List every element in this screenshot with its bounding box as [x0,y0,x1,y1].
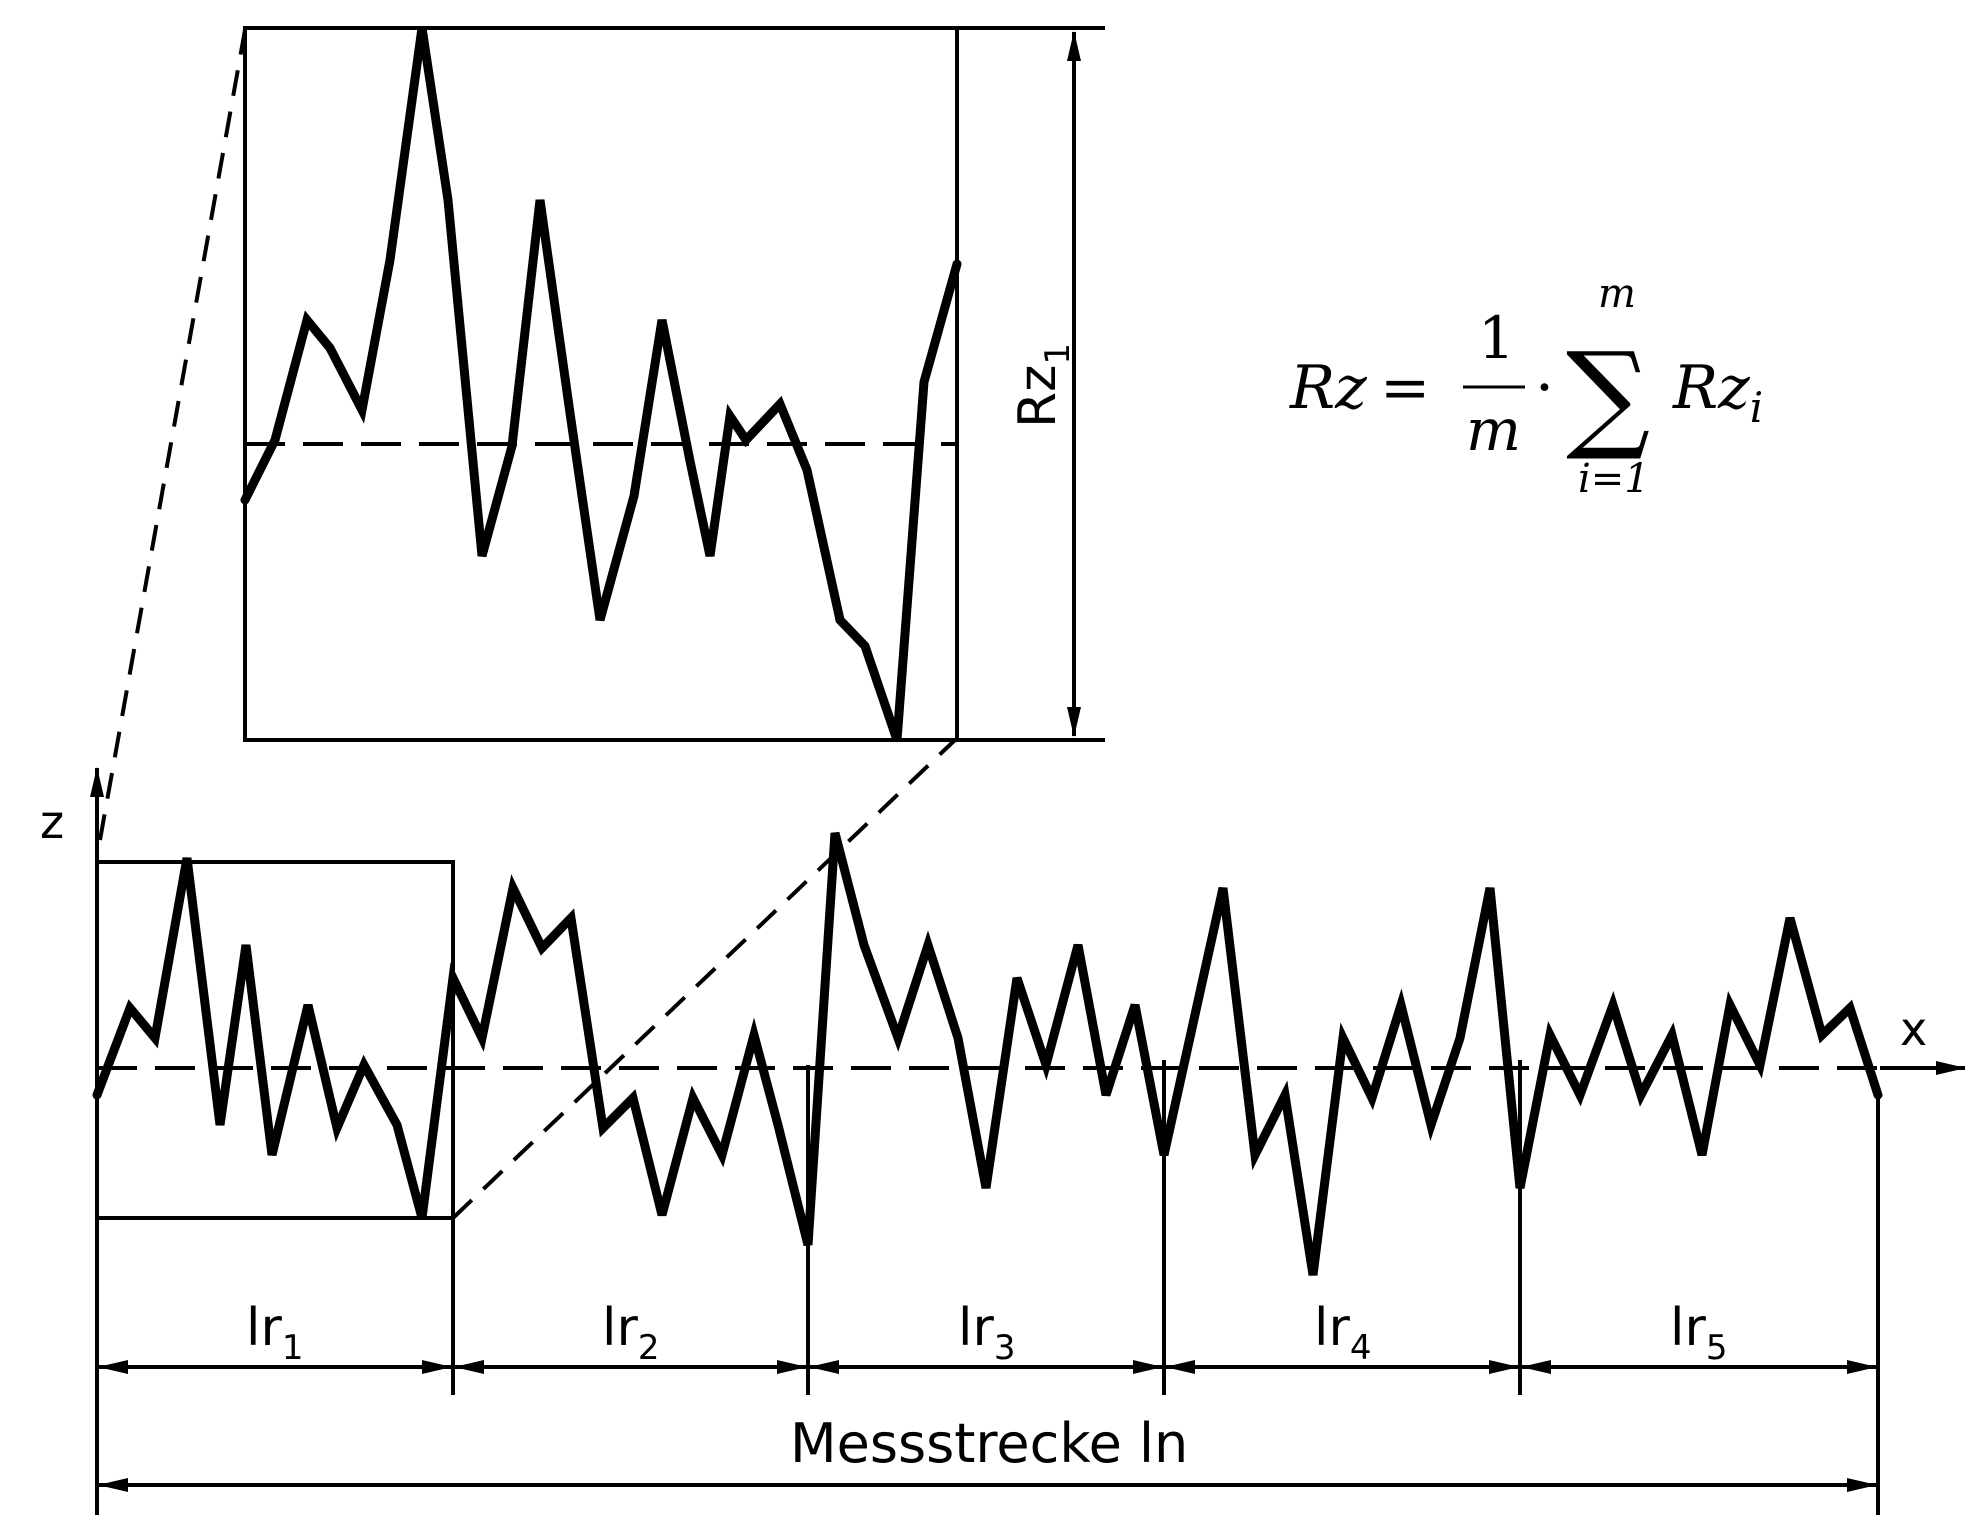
inset-box [243,26,959,742]
segment-label-5: lr5 [1670,1298,1727,1368]
formula-equals: = [1380,353,1430,423]
roughness-profile [92,831,1883,1276]
inset-profile [240,27,962,742]
connector-top [98,29,247,841]
sum-lower-limit: i=1 [1578,456,1650,502]
formula-dot: · [1535,353,1554,423]
sum-upper-limit: m [1598,271,1636,317]
first-segment-box [95,860,455,1220]
z-axis-label: z [40,795,64,849]
connector-bottom [451,738,957,1220]
x-axis-label: x [1900,1002,1927,1056]
rz-formula: Rz = 1 m · m ∑ i=1 Rzi [1289,271,1763,502]
formula-denominator: m [1466,396,1521,464]
formula-term: Rzi [1672,353,1763,432]
segment-label-1: lr1 [246,1298,303,1368]
total-length-label: Messstrecke ln [790,1412,1188,1475]
segment-label-2: lr2 [602,1298,659,1368]
rz1-label: Rz1 [1008,343,1078,428]
segment-label-3: lr3 [958,1298,1015,1368]
sum-symbol: ∑ [1566,326,1650,464]
formula-numerator: 1 [1478,304,1515,372]
formula-lhs: Rz [1289,353,1367,423]
segment-label-4: lr4 [1314,1298,1371,1368]
